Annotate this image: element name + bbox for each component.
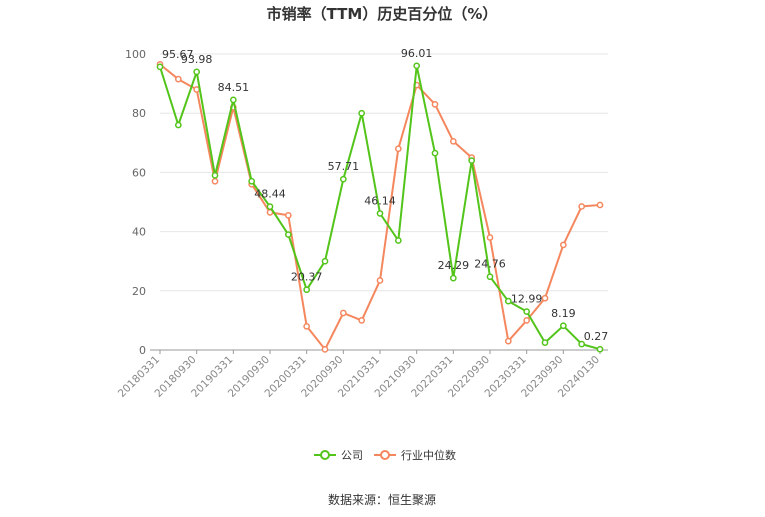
data-point[interactable] (523, 317, 531, 324)
data-point[interactable] (596, 345, 604, 353)
data-point[interactable] (394, 237, 402, 244)
data-label: 8.19 (551, 307, 576, 320)
data-point[interactable] (174, 75, 182, 83)
data-point[interactable] (284, 211, 292, 219)
chart-title: 市销率（TTM）历史百分位（%） (267, 5, 498, 23)
data-point[interactable] (303, 286, 311, 294)
y-tick-label: 0 (139, 344, 146, 357)
y-tick-label: 100 (125, 48, 146, 61)
data-point[interactable] (504, 297, 512, 305)
data-point[interactable] (321, 257, 329, 265)
legend-label: 公司 (341, 449, 363, 462)
data-point[interactable] (339, 175, 347, 183)
data-point[interactable] (266, 203, 274, 210)
data-point[interactable] (431, 149, 439, 157)
data-point[interactable] (596, 201, 604, 209)
data-point[interactable] (468, 157, 476, 164)
data-label: 57.71 (328, 160, 360, 173)
data-point[interactable] (358, 317, 366, 324)
data-point[interactable] (541, 294, 549, 302)
data-point[interactable] (394, 145, 402, 153)
data-point[interactable] (174, 121, 182, 129)
data-point[interactable] (376, 277, 384, 284)
data-point[interactable] (523, 308, 531, 315)
data-point[interactable] (211, 172, 219, 179)
data-label: 24.29 (438, 259, 470, 272)
data-label: 0.27 (584, 330, 609, 343)
data-point[interactable] (449, 274, 457, 282)
data-label: 84.51 (218, 81, 250, 94)
y-tick-label: 80 (132, 107, 146, 120)
data-point[interactable] (229, 96, 237, 104)
legend-marker-icon (320, 450, 330, 460)
data-point[interactable] (559, 322, 567, 330)
y-tick-label: 60 (132, 166, 146, 179)
data-point[interactable] (284, 231, 292, 238)
data-point[interactable] (578, 340, 586, 348)
data-point[interactable] (193, 68, 201, 76)
series-layer (156, 61, 604, 353)
data-point[interactable] (486, 273, 494, 281)
data-point[interactable] (413, 62, 421, 70)
legend-item-0[interactable]: 公司 (314, 449, 363, 462)
data-point[interactable] (541, 339, 549, 346)
data-point[interactable] (486, 234, 494, 241)
y-tick-label: 40 (132, 226, 146, 239)
data-point[interactable] (248, 177, 256, 185)
legend-marker-icon (380, 450, 390, 460)
data-point[interactable] (211, 177, 219, 185)
data-label: 20.37 (291, 271, 323, 284)
y-tick-label: 20 (132, 285, 146, 298)
data-point[interactable] (449, 137, 457, 145)
data-point[interactable] (321, 346, 329, 353)
data-point[interactable] (156, 63, 164, 71)
data-label: 12.99 (511, 293, 543, 306)
data-point[interactable] (193, 86, 201, 93)
data-label: 93.98 (181, 53, 213, 66)
legend-item-1[interactable]: 行业中位数 (374, 448, 456, 462)
data-point[interactable] (504, 337, 512, 345)
data-label: 48.44 (254, 188, 286, 201)
legend[interactable]: 公司 行业中位数 (314, 448, 456, 462)
data-point[interactable] (431, 100, 439, 108)
data-point[interactable] (376, 210, 384, 217)
legend-label: 行业中位数 (401, 448, 456, 462)
data-label: 24.76 (474, 258, 506, 271)
data-point[interactable] (303, 322, 311, 330)
data-point[interactable] (358, 109, 366, 117)
data-source: 数据来源：恒生聚源 (328, 492, 436, 507)
series-line-0 (159, 64, 601, 351)
data-point[interactable] (559, 241, 567, 249)
data-label: 96.01 (401, 47, 433, 60)
data-point[interactable] (339, 309, 347, 317)
data-point[interactable] (578, 203, 586, 210)
data-label: 46.14 (364, 194, 396, 207)
data-label: 95.67 (162, 48, 194, 61)
axes: 0204060801002018033120180930201903312019… (116, 48, 608, 400)
